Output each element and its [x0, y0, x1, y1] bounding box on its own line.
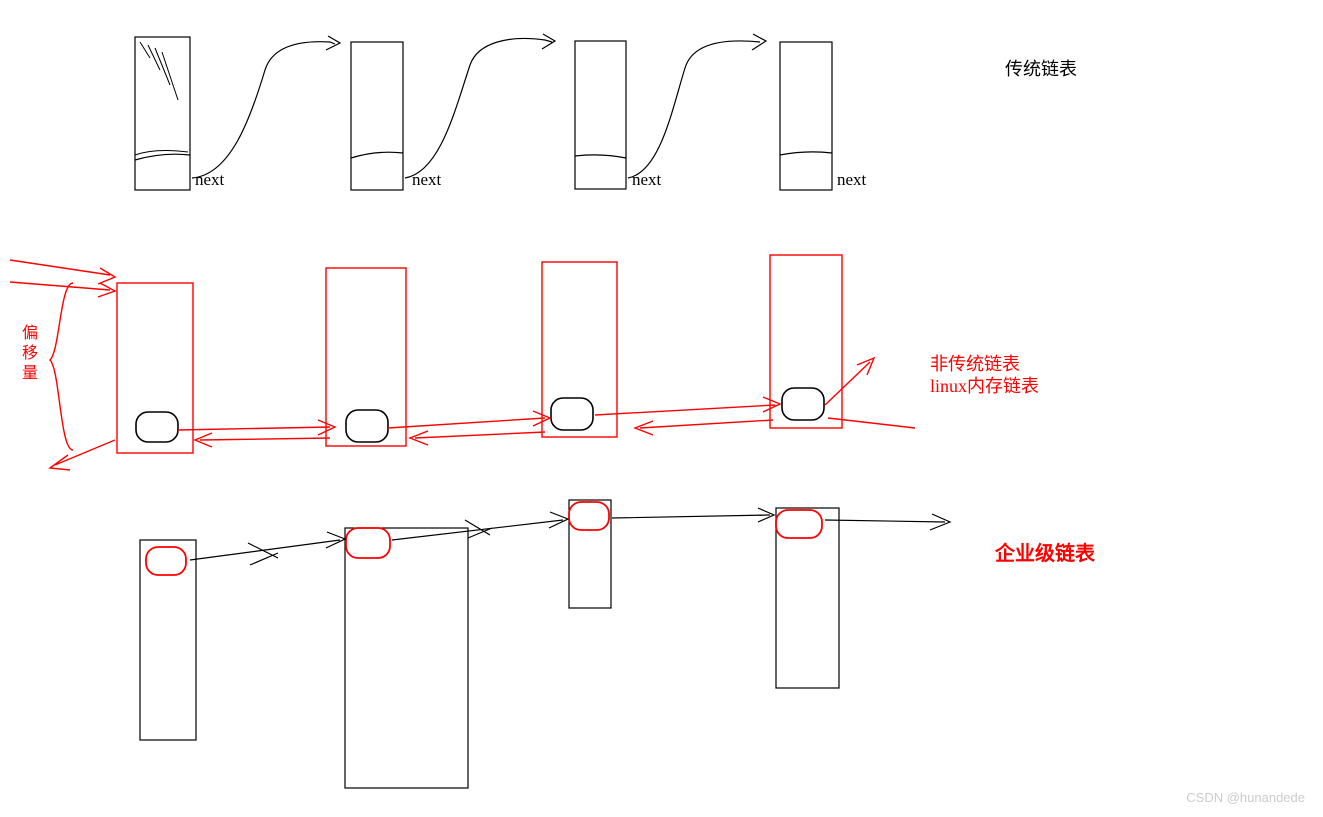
label-offset: 偏移量 [22, 324, 38, 382]
row3-boxes [140, 500, 839, 788]
row3-arrows [190, 508, 950, 565]
row1-boxes [135, 37, 832, 190]
label-nontraditional-1: 非传统链表 [930, 354, 1020, 374]
svg-text:移: 移 [22, 344, 38, 362]
row2-red-arrows [10, 260, 915, 470]
label-next-1: next [195, 170, 225, 189]
svg-text:偏: 偏 [22, 324, 38, 342]
row3-red-nodes [146, 502, 822, 575]
row2-linux [10, 255, 915, 470]
svg-text:量: 量 [22, 365, 38, 382]
row1-inner-lines [135, 152, 832, 160]
label-nontraditional-2: linux内存链表 [930, 376, 1039, 396]
row1-arrows [192, 34, 766, 178]
label-traditional: 传统链表 [1005, 59, 1077, 79]
diagram-canvas: 传统链表 非传统链表 linux内存链表 企业级链表 偏移量 next next… [0, 0, 1323, 817]
row2-brace [50, 283, 73, 450]
watermark-text: CSDN @hunandede [1186, 790, 1305, 805]
row3-enterprise [140, 500, 950, 788]
label-next-4: next [837, 170, 867, 189]
row1-traditional [135, 34, 832, 190]
label-next-3: next [632, 170, 662, 189]
row1-scribbles [135, 42, 188, 155]
row2-inner-nodes [136, 388, 824, 442]
label-next-2: next [412, 170, 442, 189]
row2-red-boxes [117, 255, 842, 453]
label-enterprise: 企业级链表 [994, 541, 1096, 565]
